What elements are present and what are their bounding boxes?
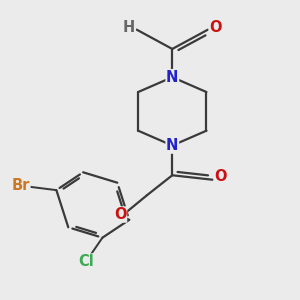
Text: O: O bbox=[209, 20, 222, 35]
Text: Br: Br bbox=[11, 178, 30, 193]
Text: N: N bbox=[166, 70, 178, 85]
Text: O: O bbox=[114, 207, 127, 222]
Text: H: H bbox=[123, 20, 135, 35]
Text: N: N bbox=[166, 138, 178, 153]
Text: Cl: Cl bbox=[78, 254, 94, 269]
Text: O: O bbox=[214, 169, 227, 184]
